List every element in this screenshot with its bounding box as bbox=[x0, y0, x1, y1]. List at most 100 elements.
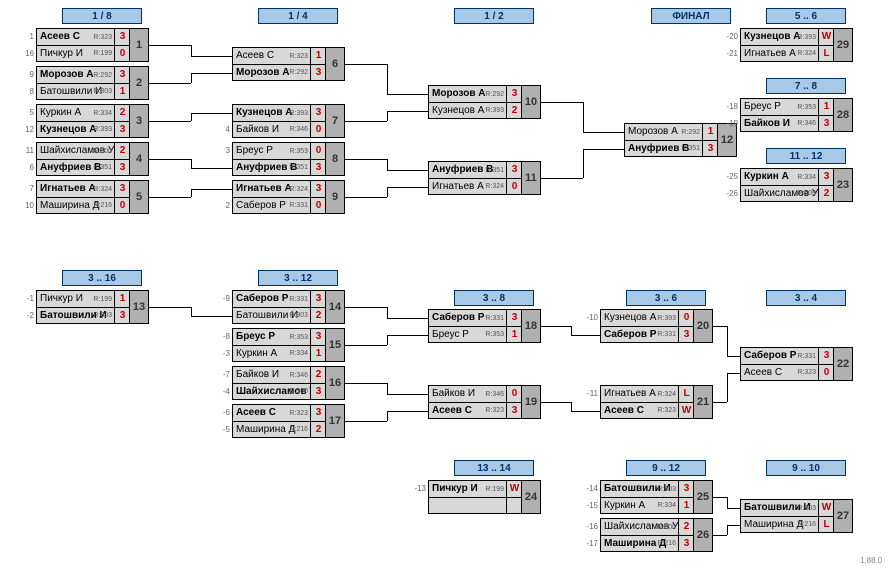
score: 3 bbox=[507, 310, 522, 326]
score: 3 bbox=[679, 327, 694, 342]
match-8: 3Бреус РR:3530Ануфриев ВR:35138 bbox=[216, 142, 327, 176]
seed: -7 bbox=[216, 366, 232, 383]
player-name: Игнатьев АR:324 bbox=[741, 46, 819, 61]
seed: -2 bbox=[20, 307, 36, 324]
match-number: 29 bbox=[833, 28, 853, 62]
player-name: Батошвили ИR:303 bbox=[37, 308, 115, 323]
player-rating: R:303 bbox=[93, 84, 112, 99]
score: 3 bbox=[115, 181, 130, 197]
player-name: Кузнецов АR:393 bbox=[37, 122, 115, 137]
connector-h bbox=[387, 411, 429, 412]
player-row: 11Шайхисламов УR:5002 bbox=[20, 142, 131, 159]
match-number: 2 bbox=[129, 66, 149, 100]
connector-h bbox=[149, 121, 191, 122]
match-1: 1Асеев СR:323316Пичкур ИR:19901 bbox=[20, 28, 131, 62]
player-rating: R:334 bbox=[289, 346, 308, 361]
score: 3 bbox=[311, 405, 326, 421]
player-row: -6Асеев СR:3233 bbox=[216, 404, 327, 421]
match-number: 17 bbox=[325, 404, 345, 438]
connector-h bbox=[583, 132, 625, 133]
player-row: 5Куркин АR:3342 bbox=[20, 104, 131, 121]
score: 3 bbox=[679, 536, 694, 551]
player-name: Ануфриев ВR:351 bbox=[429, 162, 507, 178]
connector-h bbox=[345, 383, 387, 384]
score: W bbox=[679, 403, 694, 418]
player-name: Куркин АR:334 bbox=[233, 346, 311, 361]
player-row: -2Батошвили ИR:3033 bbox=[20, 307, 131, 324]
player-name: Куркин АR:334 bbox=[37, 105, 115, 121]
player-name: Батошвили ИR:303 bbox=[233, 308, 311, 323]
player-rating: R:346 bbox=[289, 368, 308, 383]
match-number: 14 bbox=[325, 290, 345, 324]
player-row: Игнатьев АR:3240 bbox=[412, 178, 523, 195]
player-row: -9Саберов РR:3313 bbox=[216, 290, 327, 307]
match-5: 7Игнатьев АR:324310Маширина ДR:21605 bbox=[20, 180, 131, 214]
score: 1 bbox=[311, 48, 326, 64]
match-27: Батошвили ИR:303WМаширина ДR:216L27 bbox=[724, 499, 835, 533]
match-20: -10Кузнецов АR:3930Саберов РR:331320 bbox=[584, 309, 695, 343]
connector-h bbox=[149, 83, 191, 84]
player-name: Саберов РR:331 bbox=[601, 327, 679, 342]
match-number: 8 bbox=[325, 142, 345, 176]
round-label: 3 .. 16 bbox=[62, 270, 142, 286]
player-rating: R:323 bbox=[657, 403, 676, 418]
player-row: Ануфриев ВR:3513 bbox=[412, 161, 523, 178]
player-row: 6Ануфриев ВR:3513 bbox=[20, 159, 131, 176]
seed: -1 bbox=[20, 290, 36, 307]
match-15: -8Бреус РR:3533-3Куркин АR:334115 bbox=[216, 328, 327, 362]
player-rating: R:334 bbox=[797, 170, 816, 185]
player-rating: R:353 bbox=[797, 100, 816, 115]
player-row: Бреус РR:3531 bbox=[412, 326, 523, 343]
score: 3 bbox=[115, 160, 130, 175]
player-row: Морозов АR:2921 bbox=[608, 123, 719, 140]
player-rating: R:323 bbox=[797, 365, 816, 380]
player-row: Батошвили ИR:303W bbox=[724, 499, 835, 516]
seed: 8 bbox=[20, 83, 36, 100]
player-row: -14Батошвили ИR:3033 bbox=[584, 480, 695, 497]
connector-v bbox=[727, 525, 728, 536]
player-name: Морозов АR:292 bbox=[37, 67, 115, 83]
player-row bbox=[412, 497, 523, 514]
match-number: 24 bbox=[521, 480, 541, 514]
score: 2 bbox=[115, 105, 130, 121]
connector-v bbox=[583, 102, 584, 132]
player-rating: R:500 bbox=[797, 186, 816, 201]
player-row: -8Бреус РR:3533 bbox=[216, 328, 327, 345]
match-number: 27 bbox=[833, 499, 853, 533]
match-29: -20Кузнецов АR:393W-21Игнатьев АR:324L29 bbox=[724, 28, 835, 62]
player-rating: R:351 bbox=[485, 163, 504, 178]
player-rating: R:323 bbox=[289, 406, 308, 421]
score: 3 bbox=[311, 181, 326, 197]
seed: 9 bbox=[20, 66, 36, 83]
match-number: 21 bbox=[693, 385, 713, 419]
player-rating: R:334 bbox=[93, 106, 112, 121]
player-rating: R:351 bbox=[93, 160, 112, 175]
score: 0 bbox=[311, 143, 326, 159]
match-22: Саберов РR:3313Асеев СR:323022 bbox=[724, 347, 835, 381]
seed: 11 bbox=[20, 142, 36, 159]
player-row: Маширина ДR:216L bbox=[724, 516, 835, 533]
player-row: -4Шайхисламов УR:5003 bbox=[216, 383, 327, 400]
connector-v bbox=[387, 64, 388, 94]
match-number: 9 bbox=[325, 180, 345, 214]
player-rating: R:303 bbox=[93, 308, 112, 323]
connector-h bbox=[387, 394, 429, 395]
connector-v bbox=[387, 335, 388, 346]
player-rating: R:393 bbox=[93, 122, 112, 137]
player-name: Асеев СR:323 bbox=[601, 403, 679, 418]
player-row: -5Маширина ДR:2162 bbox=[216, 421, 327, 438]
score: 2 bbox=[819, 186, 834, 201]
connector-h bbox=[541, 102, 583, 103]
seed: -18 bbox=[724, 98, 740, 115]
connector-h bbox=[571, 335, 601, 336]
connector-h bbox=[387, 94, 429, 95]
match-number: 15 bbox=[325, 328, 345, 362]
player-rating: R:324 bbox=[485, 179, 504, 194]
score: 2 bbox=[311, 367, 326, 383]
player-rating: R:331 bbox=[289, 198, 308, 213]
seed: -5 bbox=[216, 421, 232, 438]
seed: 6 bbox=[20, 159, 36, 176]
player-name: Асеев СR:323 bbox=[37, 29, 115, 45]
seed: -10 bbox=[584, 309, 600, 326]
score: 2 bbox=[311, 422, 326, 437]
